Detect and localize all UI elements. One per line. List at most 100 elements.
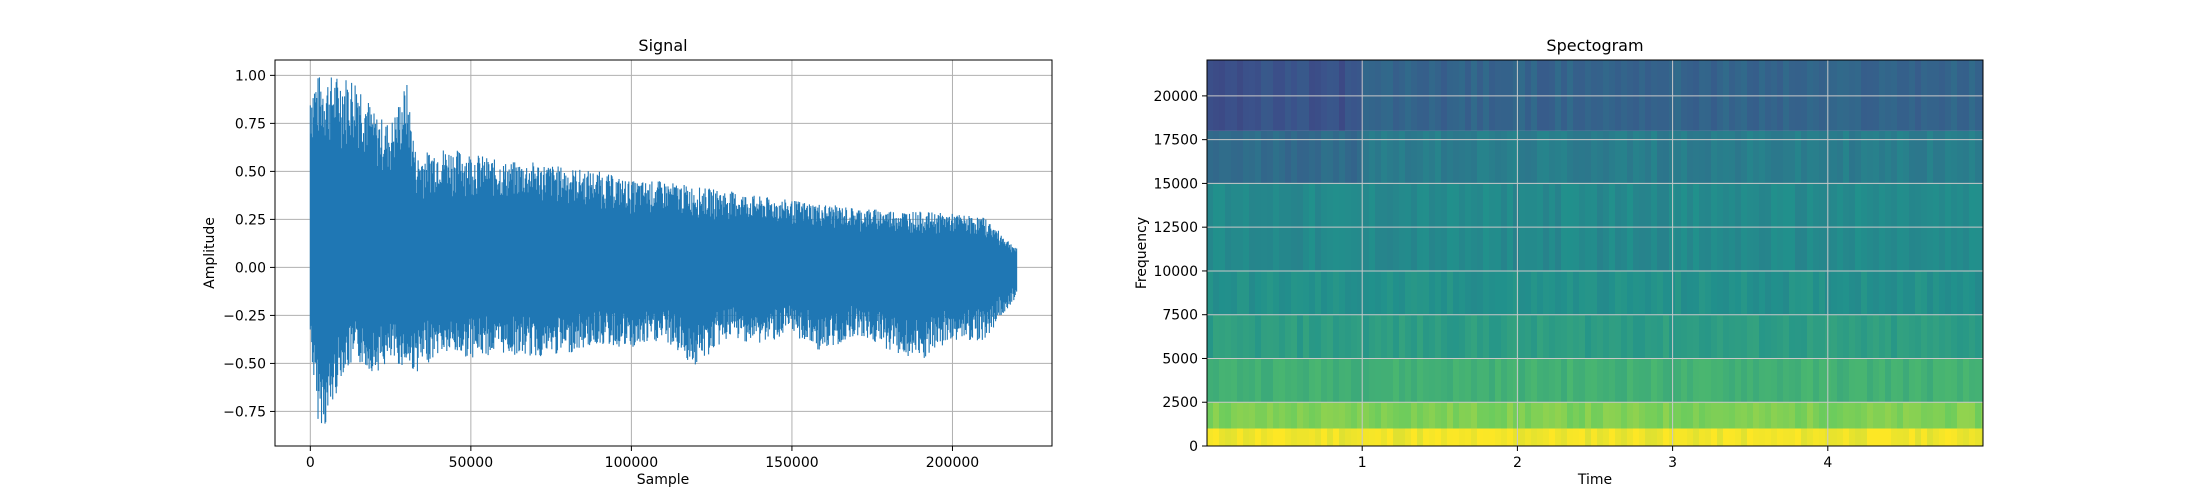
spectrogram-cell <box>1249 270 1255 315</box>
spectrogram-cell <box>1651 314 1657 359</box>
spectrogram-cell <box>1615 358 1621 403</box>
spectrogram-cell <box>1855 428 1861 446</box>
spectrogram-cell <box>1213 314 1219 359</box>
spectrogram-y-axis: 0 2500 5000 7500 10000 12500 15000 17500 20000 <box>1153 89 1207 455</box>
spectrogram-cell <box>1783 314 1789 359</box>
spectrogram-cell <box>1243 402 1249 429</box>
spectrogram-cell <box>1525 428 1531 446</box>
spectrogram-cell <box>1819 358 1825 403</box>
spectrogram-cell <box>1969 358 1975 403</box>
spectrogram-cell <box>1753 402 1759 429</box>
spectrogram-cell <box>1543 270 1549 315</box>
spectrogram-cell <box>1615 402 1621 429</box>
spectrogram-cell <box>1351 428 1357 446</box>
spectrogram-cell <box>1531 130 1537 184</box>
spectrogram-cell <box>1555 358 1561 403</box>
spectrogram-cell <box>1585 402 1591 429</box>
spectrogram-cell <box>1921 428 1927 446</box>
spectrogram-cell <box>1249 402 1255 429</box>
spectrogram-cell <box>1333 402 1339 429</box>
spectrogram-cell <box>1897 402 1903 429</box>
signal-x-tick-label: 50000 <box>449 455 494 471</box>
spectrogram-cell <box>1981 270 1983 315</box>
spectrogram-cell <box>1531 428 1537 446</box>
spectrogram-cell <box>1651 270 1657 315</box>
spectrogram-cell <box>1363 130 1369 184</box>
spectrogram-cell <box>1651 130 1657 184</box>
spectrogram-cell <box>1225 130 1231 184</box>
spectrogram-cell <box>1663 270 1669 315</box>
spectrogram-cell <box>1621 428 1627 446</box>
spectrogram-cell <box>1567 428 1573 446</box>
spectrogram-cell <box>1633 130 1639 184</box>
spectrogram-cell <box>1795 402 1801 429</box>
spectrogram-cell <box>1957 130 1963 184</box>
spectrogram-cell <box>1213 358 1219 403</box>
spectrogram-cell <box>1879 130 1885 184</box>
spectrogram-cell <box>1363 314 1369 359</box>
spectrogram-cell <box>1567 314 1573 359</box>
spectrogram-cell <box>1747 270 1753 315</box>
signal-y-axis: −0.75 −0.50 −0.25 0.00 0.25 0.50 0.75 1.00 <box>223 68 275 420</box>
spectrogram-cell <box>1471 130 1477 184</box>
spectrogram-cell <box>1975 270 1981 315</box>
spectrogram-cell <box>1417 314 1423 359</box>
spectrogram-cell <box>1891 130 1897 184</box>
spectrogram-cell <box>1351 402 1357 429</box>
spectrogram-cell <box>1819 314 1825 359</box>
spectrogram-cell <box>1303 428 1309 446</box>
spectrogram-cell <box>1645 270 1651 315</box>
spectrogram-cell <box>1681 358 1687 403</box>
spectrogram-cell <box>1921 314 1927 359</box>
spectrogram-cell <box>1273 130 1279 184</box>
spectrogram-cell <box>1669 130 1675 184</box>
spectrogram-cell <box>1699 358 1705 403</box>
spectrogram-cell <box>1429 428 1435 446</box>
spectrogram-cell <box>1621 314 1627 359</box>
spectrogram-cell <box>1423 130 1429 184</box>
spectrogram-cell <box>1801 358 1807 403</box>
spectrogram-cell <box>1363 428 1369 446</box>
spectrogram-cell <box>1573 402 1579 429</box>
spectrogram-cell <box>1399 130 1405 184</box>
spectrogram-cell <box>1975 314 1981 359</box>
spectrogram-cell <box>1303 314 1309 359</box>
spectrogram-cell <box>1657 314 1663 359</box>
spectrogram-cell <box>1381 270 1387 315</box>
spectrogram-cell <box>1225 270 1231 315</box>
spectrogram-cell <box>1459 402 1465 429</box>
spectrogram-cell <box>1585 130 1591 184</box>
spectrogram-cell <box>1813 428 1819 446</box>
spectrogram-cell <box>1231 428 1237 446</box>
spectrogram-cell <box>1561 314 1567 359</box>
spectrogram-cell <box>1783 130 1789 184</box>
spectrogram-cell <box>1789 358 1795 403</box>
spectrogram-cell <box>1957 428 1963 446</box>
spectrogram-cell <box>1429 130 1435 184</box>
spectrogram-cell <box>1969 270 1975 315</box>
spectrogram-cell <box>1225 358 1231 403</box>
signal-y-tick-label: −0.50 <box>223 356 266 372</box>
spectrogram-cell <box>1591 358 1597 403</box>
spectrogram-cell <box>1417 270 1423 315</box>
spectrogram-cell <box>1519 402 1525 429</box>
spectrogram-cell <box>1627 270 1633 315</box>
spectrogram-cell <box>1933 314 1939 359</box>
spectrogram-cell <box>1675 428 1681 446</box>
spectrogram-cell <box>1567 130 1573 184</box>
spectrogram-cell <box>1249 428 1255 446</box>
spectrogram-x-label: Time <box>1577 472 1612 488</box>
spectrogram-cell <box>1297 314 1303 359</box>
spectrogram-cell <box>1555 130 1561 184</box>
spectrogram-cell <box>1921 358 1927 403</box>
spectrogram-cell <box>1891 314 1897 359</box>
spectrogram-cell <box>1537 428 1543 446</box>
spectrogram-cell <box>1597 130 1603 184</box>
spectrogram-cell <box>1501 270 1507 315</box>
spectrogram-cell <box>1837 402 1843 429</box>
spectrogram-cell <box>1537 130 1543 184</box>
spectrogram-cell <box>1747 428 1753 446</box>
spectrogram-cell <box>1879 314 1885 359</box>
spectrogram-cell <box>1687 314 1693 359</box>
spectrogram-cell <box>1705 358 1711 403</box>
